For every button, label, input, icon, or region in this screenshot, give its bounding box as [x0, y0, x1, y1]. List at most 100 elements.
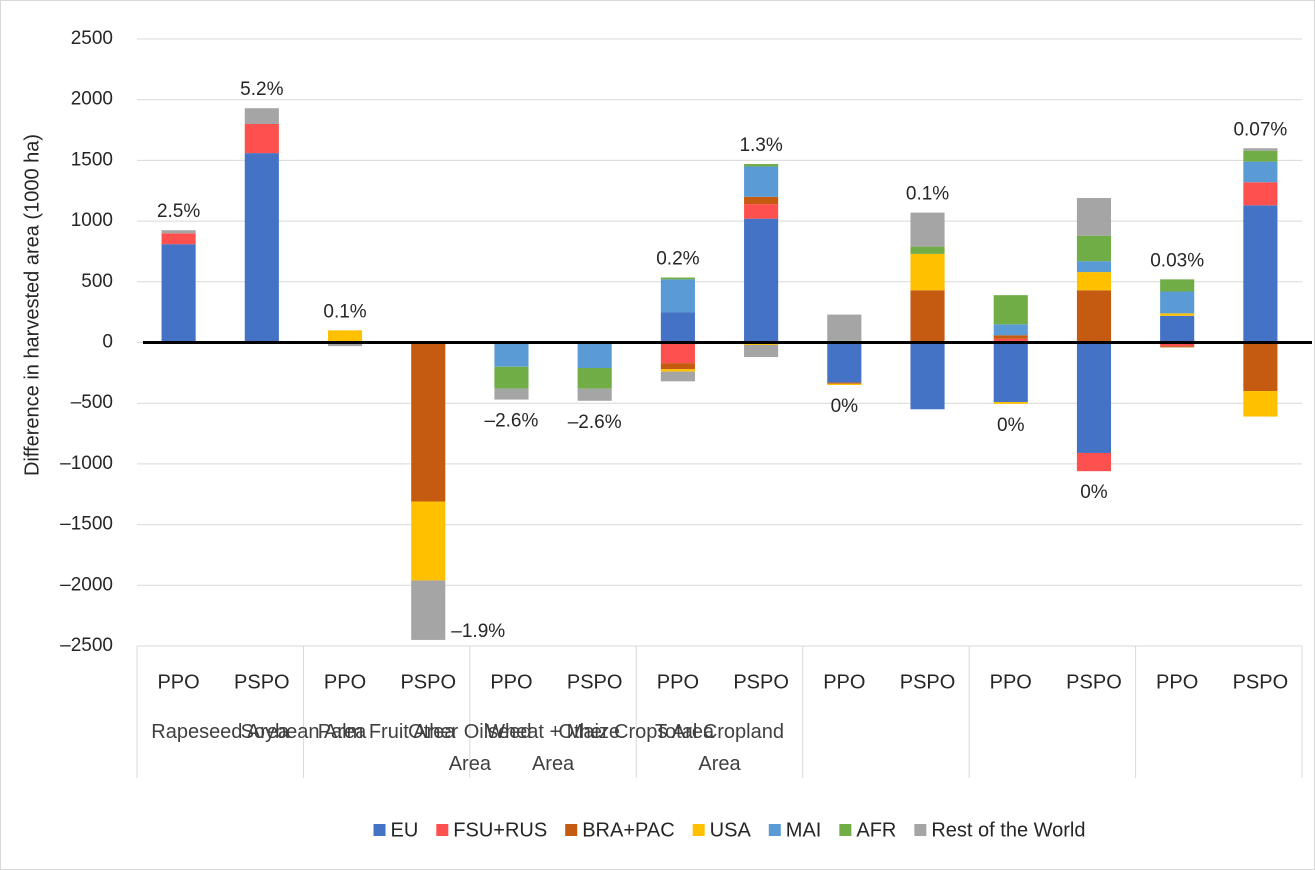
bar-segment	[1160, 313, 1195, 316]
bar-segment	[660, 342, 695, 364]
y-tick-label: –1500	[60, 514, 113, 535]
y-tick-label: –1000	[60, 453, 113, 474]
bar-segment	[660, 312, 695, 343]
bar-segment	[161, 233, 196, 245]
bar-segment	[1160, 279, 1195, 292]
y-tick-label: 0	[102, 332, 113, 353]
x-tick-label: PPO	[157, 671, 199, 693]
x-tick-label: PSPO	[733, 671, 789, 693]
bar-segment	[993, 338, 1028, 343]
legend-swatch	[373, 824, 386, 836]
bar-segment	[1160, 342, 1195, 347]
bar-segment	[744, 164, 779, 167]
bar-segment	[244, 153, 279, 343]
legend-swatch	[839, 824, 852, 836]
bar-segment	[910, 212, 945, 247]
bar-label: –2.6%	[568, 412, 622, 433]
bar-segment	[161, 244, 196, 343]
bar-segment	[1076, 272, 1112, 291]
x-tick-label: PPO	[657, 671, 699, 693]
y-tick-label: –2000	[60, 574, 113, 595]
y-tick-label: –2500	[60, 635, 113, 656]
bar-segment	[827, 342, 862, 383]
bar-segment	[993, 401, 1028, 404]
bar-label: 0%	[831, 396, 859, 417]
bar-segment	[327, 342, 363, 347]
y-tick-label: –500	[71, 392, 113, 413]
y-tick-label: 1500	[71, 149, 113, 170]
bar-segment	[744, 218, 779, 343]
bar-label: 0%	[997, 415, 1025, 436]
bar-segment	[494, 366, 529, 389]
bar-segment	[993, 324, 1028, 336]
x-tick-label: PSPO	[900, 671, 956, 693]
bar-segment	[660, 371, 695, 382]
x-tick-label: PPO	[490, 671, 532, 693]
y-tick-label: 2000	[71, 89, 113, 110]
x-tick-label: PSPO	[1233, 671, 1289, 693]
bar-segment	[577, 342, 612, 368]
bar-segment	[1243, 182, 1278, 206]
legend-swatch	[565, 824, 578, 836]
bar-segment	[1076, 261, 1112, 273]
x-tick-label: PSPO	[400, 671, 456, 693]
bar-segment	[244, 123, 279, 154]
bar-segment	[1243, 161, 1278, 183]
bar-segment	[993, 295, 1028, 325]
bar-segment	[1076, 342, 1112, 453]
bar-segment	[910, 342, 945, 410]
group-label: Other Crops Area	[558, 721, 715, 743]
bar-segment	[1243, 342, 1278, 392]
bar-segment	[660, 279, 695, 313]
bar-segment	[327, 330, 363, 343]
bar-label: 0%	[1080, 482, 1108, 503]
bar-segment	[1160, 315, 1195, 343]
bar-label: 1.3%	[739, 135, 782, 156]
bar-segment	[411, 501, 446, 581]
bar-segment	[577, 388, 612, 401]
y-axis-title: Difference in harvested area (1000 ha)	[21, 134, 43, 476]
bar-segment	[1243, 150, 1278, 162]
legend-label: BRA+PAC	[582, 819, 674, 841]
bar-segment	[993, 335, 1028, 339]
bar-segment	[161, 230, 196, 234]
bar-label: 0.1%	[906, 184, 949, 205]
legend-label: AFR	[856, 819, 896, 841]
x-tick-label: PPO	[990, 671, 1032, 693]
bar-label: 0.1%	[323, 301, 366, 322]
x-tick-label: PPO	[1156, 671, 1198, 693]
legend-label: USA	[710, 819, 752, 841]
x-tick-label: PPO	[823, 671, 865, 693]
bar-segment	[827, 383, 862, 385]
legend-label: Rest of the World	[931, 819, 1085, 841]
bar-segment	[660, 277, 695, 280]
bar-segment	[577, 367, 612, 389]
legend-swatch	[768, 824, 781, 836]
bar-label: 5.2%	[240, 79, 283, 100]
bar-segment	[1160, 291, 1195, 314]
bar-label: 2.5%	[157, 201, 200, 222]
bar-segment	[1076, 290, 1112, 343]
legend-label: EU	[391, 819, 419, 841]
bar-segment	[411, 342, 446, 502]
y-tick-label: 2500	[71, 28, 113, 49]
bar-segment	[910, 246, 945, 254]
group-label: Total Cropland Area	[655, 721, 784, 775]
bar-segment	[744, 166, 779, 197]
bar-segment	[827, 314, 862, 341]
bar-segment	[1076, 235, 1112, 262]
bar-segment	[411, 580, 446, 640]
bar-label: 0.2%	[656, 249, 699, 270]
bar-label: 0.07%	[1233, 119, 1287, 140]
legend-swatch	[914, 824, 927, 836]
bar-segment	[1076, 198, 1112, 236]
y-tick-label: 1000	[71, 210, 113, 231]
bar-segment	[1243, 205, 1278, 343]
bar-segment	[827, 382, 862, 384]
bar-segment	[993, 342, 1028, 402]
legend: EU FSU+RUS BRA+PAC USA MAI AFR Rest of the Wor…	[373, 819, 1085, 841]
bar-segment	[744, 344, 779, 358]
bar-segment	[244, 108, 279, 124]
